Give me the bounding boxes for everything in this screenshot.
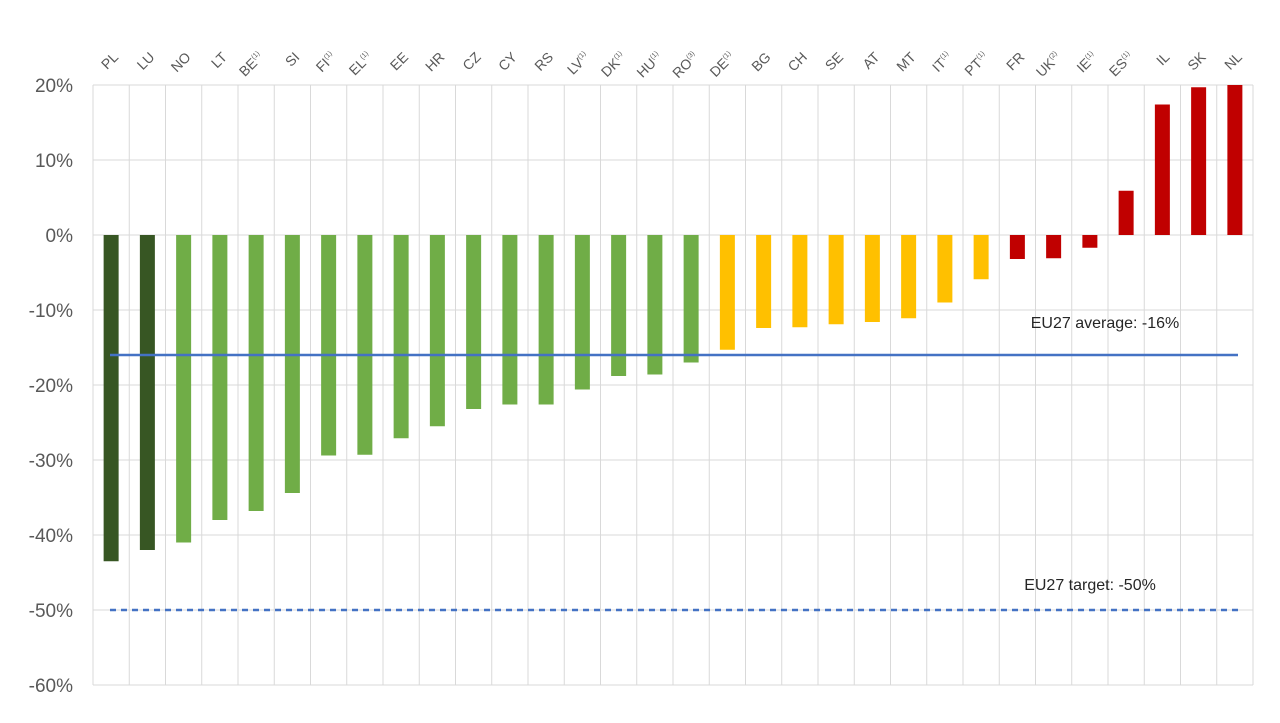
x-tick-label: RS xyxy=(531,49,556,74)
x-tick-label: HU(1) xyxy=(633,49,665,81)
reference-lines: EU27 average: -16% EU27 target: -50% xyxy=(110,315,1238,612)
x-tick-label: LU xyxy=(134,49,158,73)
x-tick-label: RO(3) xyxy=(669,49,701,81)
y-tick-label: -60% xyxy=(29,676,73,697)
bar-no xyxy=(176,235,192,543)
x-tick-label: NO xyxy=(168,49,194,75)
bar-it xyxy=(937,235,953,303)
bar-hr xyxy=(429,235,445,427)
bar-fi xyxy=(321,235,337,456)
x-tick-label: EL(1) xyxy=(346,49,375,78)
bar-ch xyxy=(792,235,808,328)
bar-ro xyxy=(683,235,699,363)
bar-mt xyxy=(901,235,917,319)
bar-pt xyxy=(973,235,989,280)
bar-sk xyxy=(1191,87,1207,235)
x-tick-label: ES(1) xyxy=(1106,49,1137,80)
bar-rs xyxy=(538,235,554,405)
bar-lv xyxy=(574,235,590,390)
bar-se xyxy=(828,235,844,325)
x-tick-label: SE xyxy=(822,49,847,74)
bar-lu xyxy=(139,235,155,550)
y-axis-ticks: 20% 10% 0% -10% -20% -30% -40% -50% -60% xyxy=(29,76,73,697)
bar-hu xyxy=(647,235,663,375)
bar-uk xyxy=(1046,235,1062,259)
x-tick-label: UK(2) xyxy=(1033,49,1064,80)
bar-il xyxy=(1154,104,1170,235)
x-tick-label: EE xyxy=(387,49,412,74)
x-tick-label: FI(1) xyxy=(313,49,339,75)
average-label: EU27 average: -16% xyxy=(1031,315,1180,332)
x-tick-label: DE(1) xyxy=(706,49,737,80)
bar-lt xyxy=(212,235,228,520)
bar-fr xyxy=(1009,235,1025,259)
x-tick-label: LT xyxy=(208,49,230,71)
x-tick-label: FR xyxy=(1003,49,1028,74)
x-axis-categories: PL LU NO LT BE(1) SI FI(1) EL(1) EE HR CZ CY RS LV(1)… xyxy=(98,48,1245,81)
bar-si xyxy=(284,235,300,493)
y-tick-label: -40% xyxy=(29,526,73,547)
x-tick-label: LV(1) xyxy=(564,49,593,78)
bar-pl xyxy=(103,235,119,562)
x-tick-label: IL xyxy=(1153,49,1173,69)
x-tick-label: PL xyxy=(98,49,122,73)
x-tick-label: IE(1) xyxy=(1073,49,1100,76)
x-tick-label: PT(1) xyxy=(961,49,991,79)
x-tick-label: IT(1) xyxy=(929,49,955,75)
y-tick-label: -20% xyxy=(29,376,73,397)
bar-es xyxy=(1118,190,1134,235)
y-tick-label: -30% xyxy=(29,451,73,472)
x-tick-label: HR xyxy=(422,49,448,75)
bar-dk xyxy=(611,235,627,376)
x-tick-label: BE(1) xyxy=(236,49,267,80)
bar-bg xyxy=(756,235,772,328)
x-tick-label: NL xyxy=(1221,49,1245,73)
x-tick-label: BG xyxy=(748,49,774,75)
bar-cy xyxy=(502,235,518,405)
grid-lines xyxy=(92,84,1254,686)
bar-de xyxy=(719,235,735,350)
x-tick-label: DK(1) xyxy=(598,49,629,80)
bar-nl xyxy=(1227,85,1243,235)
target-label: EU27 target: -50% xyxy=(1024,577,1156,594)
x-tick-label: SI xyxy=(282,49,303,70)
y-tick-label: -10% xyxy=(29,301,73,322)
x-tick-label: AT xyxy=(859,48,883,72)
x-tick-label: CY xyxy=(495,48,521,74)
bars xyxy=(103,85,1243,562)
bar-ie xyxy=(1082,235,1098,248)
y-tick-label: 10% xyxy=(35,151,73,172)
bar-at xyxy=(864,235,880,322)
x-tick-label: SK xyxy=(1184,48,1209,73)
x-tick-label: CZ xyxy=(459,48,484,73)
bar-ee xyxy=(393,235,409,439)
x-tick-label: MT xyxy=(893,48,919,74)
bar-el xyxy=(357,235,373,455)
y-tick-label: 0% xyxy=(46,226,74,247)
y-tick-label: 20% xyxy=(35,76,73,97)
y-tick-label: -50% xyxy=(29,601,73,622)
bar-be xyxy=(248,235,264,511)
x-tick-label: CH xyxy=(784,49,810,75)
bar-cz xyxy=(466,235,482,409)
